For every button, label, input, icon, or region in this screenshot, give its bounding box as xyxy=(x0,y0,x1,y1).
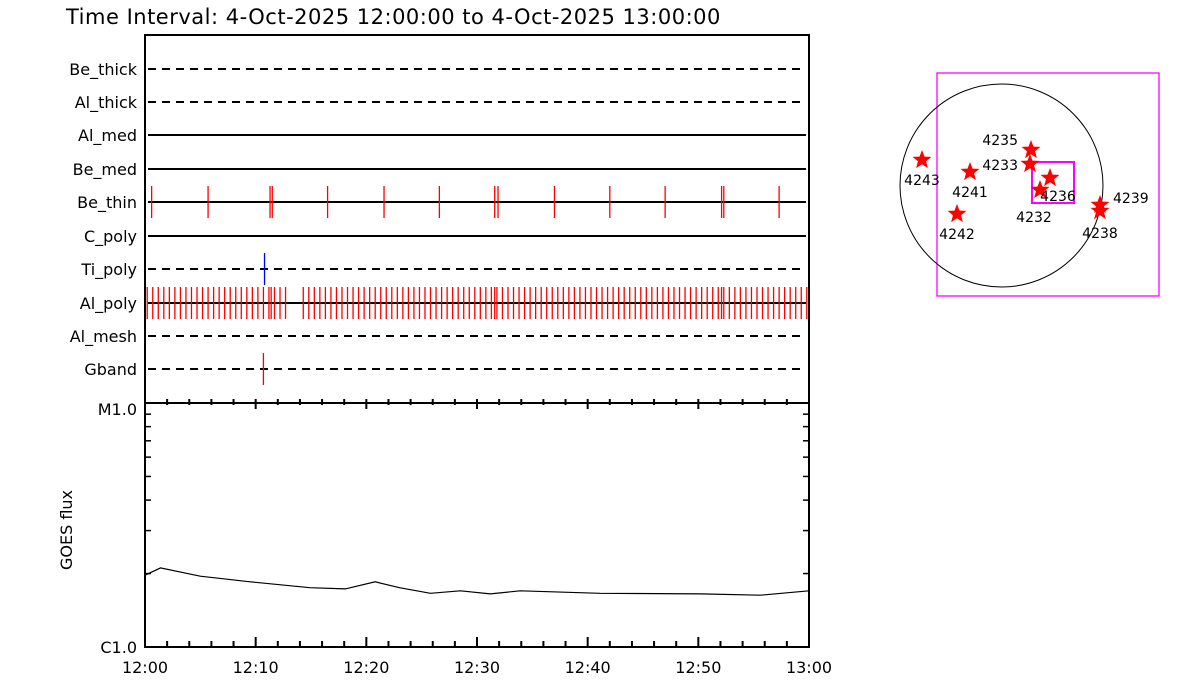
active-region-star-icon xyxy=(1040,168,1060,187)
filter-timeline-panel: Be_thick Al_thick Al_med Be_med Be_thin C_pol… xyxy=(69,34,810,404)
xtick-label: 13:00 xyxy=(786,658,832,677)
goes-flux-panel: GOES flux M1.0 C1.0 12:00 12:10 12:20 12:30… xyxy=(57,399,832,677)
ytick-label-bottom: C1.0 xyxy=(100,638,137,657)
xtick-label: 12:30 xyxy=(454,658,500,677)
xtick-label: 12:40 xyxy=(565,658,611,677)
xtick-label: 12:50 xyxy=(675,658,721,677)
active-region-star-icon xyxy=(1021,140,1041,159)
row-label-ti_poly: Ti_poly xyxy=(80,260,137,280)
solar-limb xyxy=(899,83,1104,288)
active-region-label: 4243 xyxy=(904,173,940,189)
active-region-star-icon xyxy=(912,150,932,169)
goes-frame xyxy=(144,402,810,648)
xtick-label: 12:00 xyxy=(122,658,168,677)
goes-ylabel: GOES flux xyxy=(57,490,76,570)
row-label-al_poly: Al_poly xyxy=(80,294,137,314)
active-region-label: 4238 xyxy=(1082,226,1118,242)
field-of-view-box xyxy=(936,72,1160,297)
active-region-label: 4233 xyxy=(982,158,1018,174)
ytick-label-top: M1.0 xyxy=(98,400,137,419)
timeline-frame xyxy=(144,34,810,404)
figure-title: Time Interval: 4-Oct-2025 12:00:00 to 4-… xyxy=(65,5,721,29)
xtick-label: 12:20 xyxy=(343,658,389,677)
active-region-label: 4232 xyxy=(1016,210,1052,226)
row-label-al_med: Al_med xyxy=(78,126,137,146)
row-label-gband: Gband xyxy=(84,360,137,379)
active-region-label: 4241 xyxy=(952,185,988,201)
active-region-star-icon xyxy=(1020,154,1040,173)
active-region-label: 4239 xyxy=(1113,191,1149,207)
xtick-label: 12:10 xyxy=(233,658,279,677)
active-region-label: 4235 xyxy=(982,133,1018,149)
row-label-al_thick: Al_thick xyxy=(75,93,138,113)
row-label-al_mesh: Al_mesh xyxy=(70,327,137,347)
active-region-star-icon xyxy=(1030,180,1050,199)
active-region-star-icon xyxy=(1090,201,1110,220)
row-label-c_poly: C_poly xyxy=(84,227,137,247)
active-region-label: 4236 xyxy=(1040,189,1076,205)
pointing-box xyxy=(1031,161,1075,204)
active-region-star-icon xyxy=(947,204,967,223)
row-label-be_med: Be_med xyxy=(73,160,137,180)
goes-flux-curve xyxy=(144,567,810,596)
row-label-be_thin: Be_thin xyxy=(77,193,137,213)
solar-disk-map: 4243 4241 4242 4235 4233 4236 4232 4239 4238 xyxy=(899,72,1160,297)
active-region-star-icon xyxy=(960,162,980,181)
row-label-be_thick: Be_thick xyxy=(69,60,137,80)
active-region-label: 4242 xyxy=(939,227,975,243)
